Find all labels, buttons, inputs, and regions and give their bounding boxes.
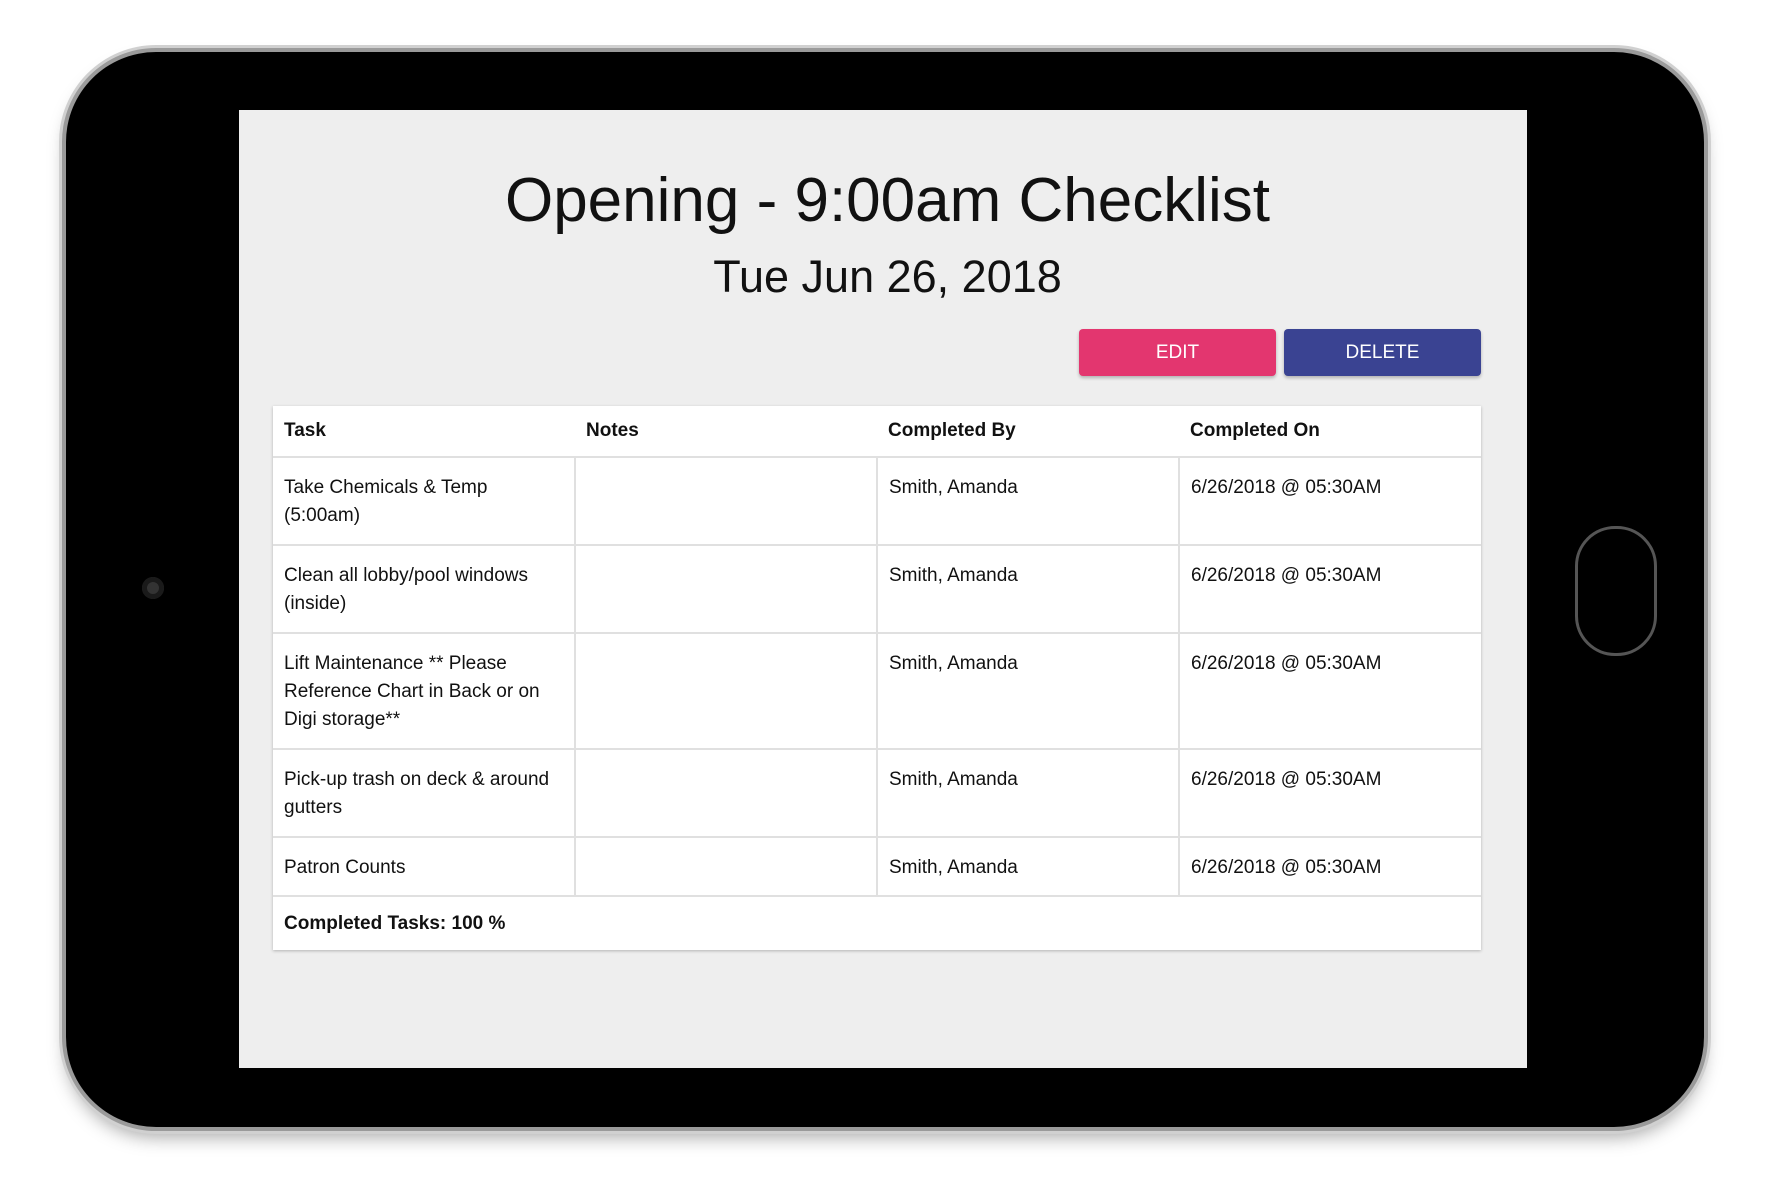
task-cell: Take Chemicals & Temp (5:00am) — [273, 457, 576, 546]
checklist-table: Task Notes Completed By Completed On Tak… — [273, 406, 1481, 950]
page-title: Opening - 9:00am Checklist — [504, 166, 1271, 235]
column-header-task: Task — [273, 406, 575, 458]
table-row: Take Chemicals & Temp (5:00am) Smith, Am… — [273, 457, 1481, 546]
notes-cell — [575, 545, 878, 634]
notes-cell — [575, 837, 878, 897]
completed-by-cell: Smith, Amanda — [877, 837, 1180, 897]
home-button[interactable] — [1575, 526, 1657, 656]
notes-cell — [575, 749, 878, 838]
notes-cell — [575, 457, 878, 546]
table-row: Patron Counts Smith, Amanda 6/26/2018 @ … — [273, 837, 1481, 897]
completed-on-cell: 6/26/2018 @ 05:30AM — [1179, 749, 1481, 838]
notes-cell — [575, 633, 878, 750]
completed-on-cell: 6/26/2018 @ 05:30AM — [1179, 633, 1481, 750]
task-cell: Pick-up trash on deck & around gutters — [273, 749, 576, 838]
page-date: Tue Jun 26, 2018 — [713, 251, 1062, 302]
completed-on-cell: 6/26/2018 @ 05:30AM — [1179, 837, 1481, 897]
table-footer: Completed Tasks: 100 % — [273, 896, 1481, 950]
completed-by-cell: Smith, Amanda — [877, 545, 1180, 634]
delete-button[interactable]: DELETE — [1284, 329, 1481, 376]
edit-button[interactable]: EDIT — [1079, 329, 1276, 376]
task-cell: Patron Counts — [273, 837, 576, 897]
table-row: Clean all lobby/pool windows (inside) Sm… — [273, 545, 1481, 634]
completed-by-cell: Smith, Amanda — [877, 633, 1180, 750]
table-header: Task Notes Completed By Completed On — [273, 406, 1481, 458]
camera-icon — [142, 577, 164, 599]
completed-by-cell: Smith, Amanda — [877, 457, 1180, 546]
table-row: Lift Maintenance ** Please Reference Cha… — [273, 633, 1481, 750]
task-cell: Clean all lobby/pool windows (inside) — [273, 545, 576, 634]
completed-by-cell: Smith, Amanda — [877, 749, 1180, 838]
task-cell: Lift Maintenance ** Please Reference Cha… — [273, 633, 576, 750]
column-header-completed-on: Completed On — [1179, 406, 1481, 458]
column-header-notes: Notes — [575, 406, 877, 458]
completed-on-cell: 6/26/2018 @ 05:30AM — [1179, 545, 1481, 634]
completed-tasks-summary: Completed Tasks: 100 % — [284, 912, 506, 934]
column-header-completed-by: Completed By — [877, 406, 1179, 458]
table-row: Pick-up trash on deck & around gutters S… — [273, 749, 1481, 838]
completed-on-cell: 6/26/2018 @ 05:30AM — [1179, 457, 1481, 546]
